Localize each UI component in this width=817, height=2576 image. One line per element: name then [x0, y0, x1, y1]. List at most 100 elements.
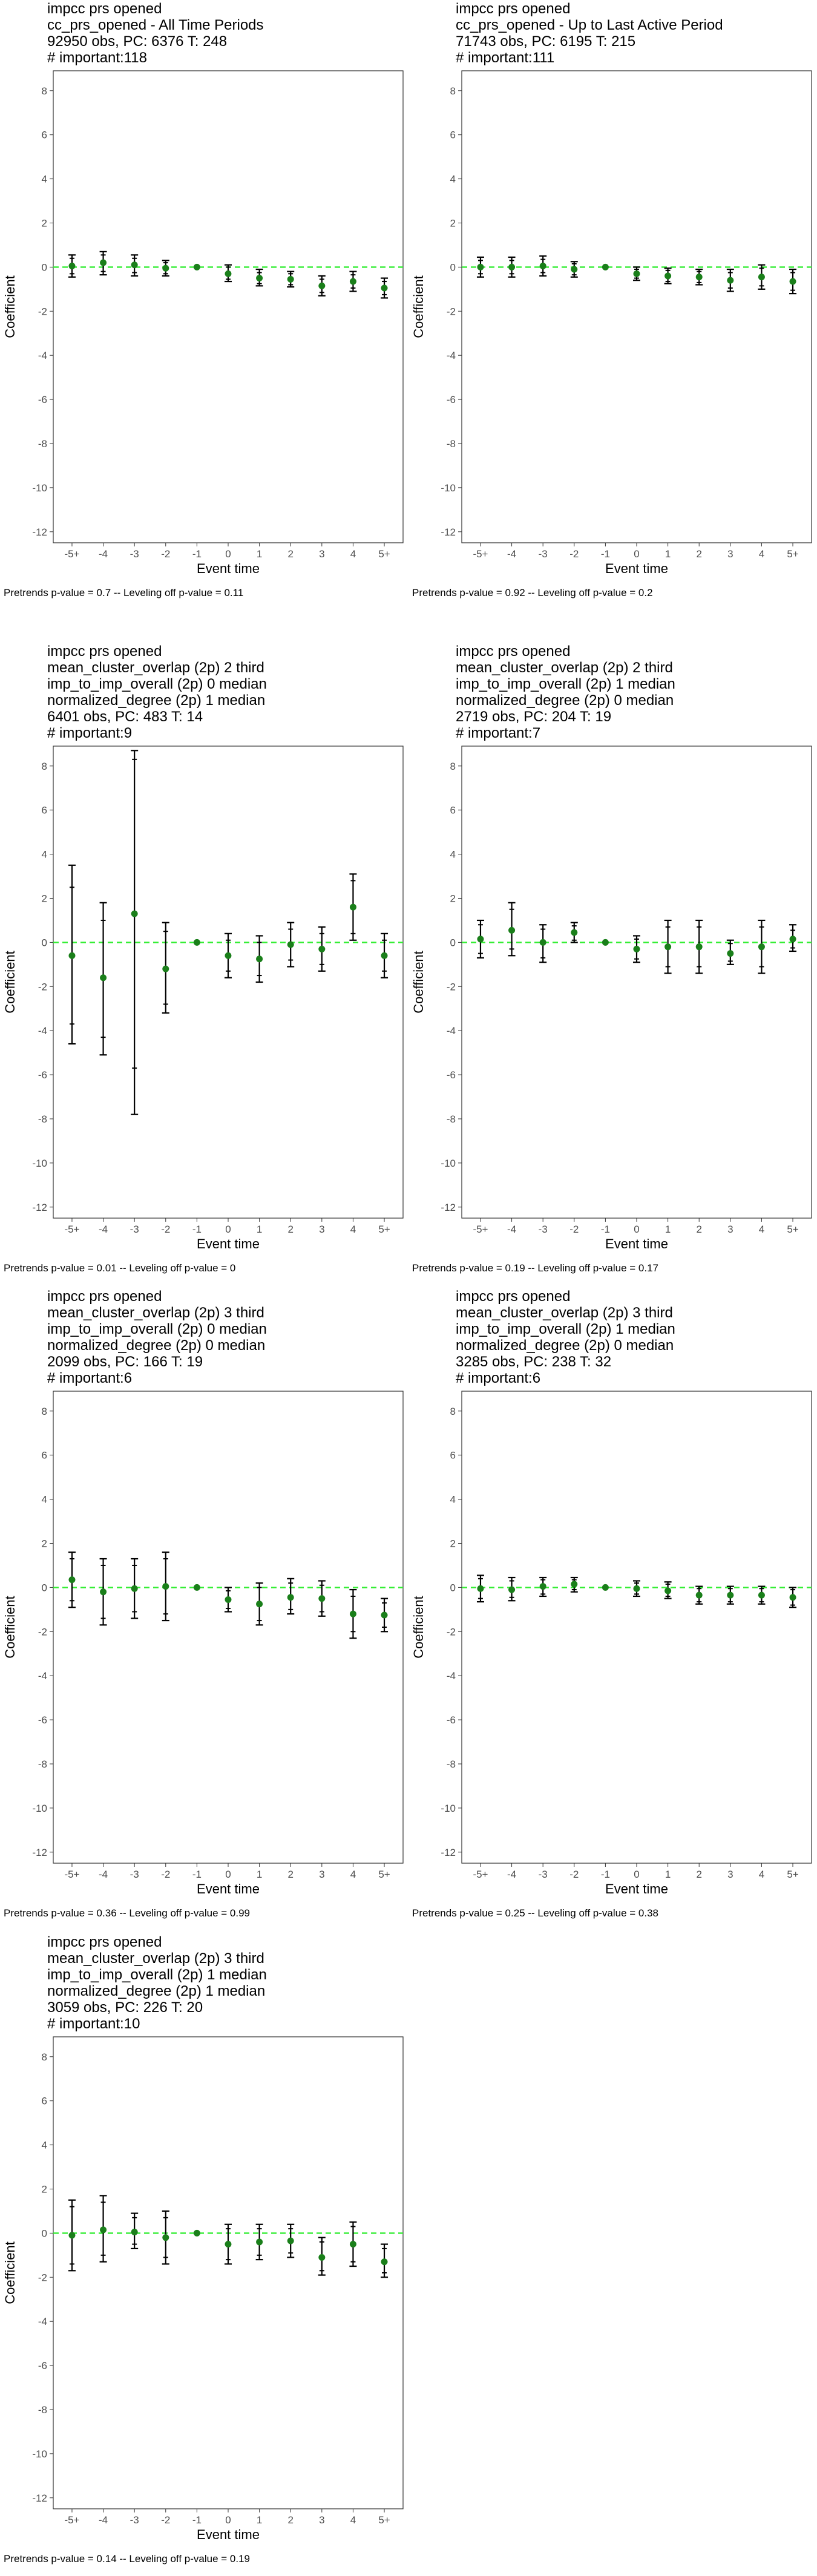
- data-point: [68, 263, 76, 270]
- y-tick-label: -12: [32, 2492, 47, 2504]
- chart-title-line: # important:118: [47, 50, 147, 66]
- data-point: [349, 903, 356, 911]
- data-point: [571, 266, 578, 273]
- data-point: [287, 941, 294, 948]
- y-tick-label: -8: [38, 1758, 47, 1770]
- data-point: [162, 965, 169, 972]
- y-tick-label: 4: [450, 849, 456, 860]
- chart-title-line: normalized_degree (2p) 0 median: [456, 1337, 674, 1354]
- y-tick-label: 6: [42, 2096, 47, 2107]
- chart-title-line: cc_prs_opened - Up to Last Active Period: [456, 17, 723, 33]
- chart-title-line: 3285 obs, PC: 238 T: 32: [456, 1354, 611, 1370]
- chart-title-line: 3059 obs, PC: 226 T: 20: [47, 1999, 203, 2016]
- x-tick-label: 0: [225, 1869, 231, 1880]
- x-tick-label: -2: [161, 2514, 170, 2526]
- chart-title-line: 71743 obs, PC: 6195 T: 215: [456, 33, 635, 50]
- y-tick-label: -8: [447, 438, 456, 450]
- x-tick-label: 3: [727, 548, 733, 560]
- data-point: [633, 945, 640, 952]
- x-tick-label: 3: [319, 2514, 324, 2526]
- x-tick-label: -4: [99, 1224, 108, 1235]
- x-tick-label: 3: [727, 1224, 733, 1235]
- y-tick-label: 2: [450, 1538, 456, 1549]
- data-point: [664, 943, 672, 951]
- data-point: [225, 1596, 232, 1603]
- x-tick-label: -4: [507, 548, 516, 560]
- y-tick-label: 4: [450, 174, 456, 185]
- x-tick-label: 2: [696, 548, 701, 560]
- y-tick-label: -4: [447, 350, 456, 361]
- chart-title-line: impcc prs opened: [47, 1, 162, 17]
- data-point: [789, 1594, 796, 1601]
- x-tick-label: -3: [130, 1869, 139, 1880]
- y-tick-label: -2: [38, 306, 47, 317]
- data-point: [100, 974, 107, 982]
- chart-title-line: # important:10: [47, 2016, 140, 2032]
- y-tick-label: -10: [32, 482, 47, 494]
- chart-title-line: mean_cluster_overlap (2p) 2 third: [456, 660, 673, 676]
- data-point: [131, 261, 138, 269]
- y-tick-label: -12: [32, 526, 47, 538]
- x-tick-label: -2: [161, 548, 170, 560]
- y-axis-label: Coefficient: [411, 275, 426, 338]
- x-tick-label: -4: [99, 1869, 108, 1880]
- x-tick-label: 2: [287, 1869, 293, 1880]
- x-tick-label: -4: [99, 2514, 108, 2526]
- chart-title-line: normalized_degree (2p) 0 median: [456, 692, 674, 709]
- x-tick-label: 2: [287, 1224, 293, 1235]
- chart-title-line: # important:6: [47, 1370, 132, 1386]
- y-tick-label: -2: [38, 2272, 47, 2283]
- data-point: [695, 274, 703, 281]
- x-tick-label: -5+: [473, 1869, 488, 1880]
- plot-panel-border: [461, 746, 812, 1219]
- x-tick-label: -4: [507, 1224, 516, 1235]
- y-tick-label: -6: [38, 1714, 47, 1726]
- y-tick-label: -12: [32, 1847, 47, 1858]
- chart-footer-pvalues: Pretrends p-value = 0.19 -- Leveling off…: [412, 1262, 658, 1274]
- data-point: [256, 2238, 263, 2246]
- y-tick-label: 2: [42, 893, 47, 904]
- y-tick-label: 4: [42, 2140, 47, 2151]
- y-tick-label: 0: [42, 1582, 47, 1593]
- data-point: [727, 950, 734, 957]
- data-point: [100, 2226, 107, 2234]
- x-tick-label: -4: [99, 548, 108, 560]
- x-tick-label: 5+: [378, 548, 390, 560]
- y-tick-label: -10: [32, 1803, 47, 1814]
- x-tick-label: 5+: [378, 1869, 390, 1880]
- y-tick-label: 2: [450, 893, 456, 904]
- x-tick-label: 1: [257, 1224, 262, 1235]
- y-tick-label: 8: [450, 85, 456, 97]
- y-tick-label: -2: [38, 981, 47, 992]
- plot-panel-border: [53, 2036, 404, 2509]
- x-tick-label: -3: [130, 1224, 139, 1235]
- data-point: [758, 1591, 765, 1599]
- x-axis-label: Event time: [197, 2527, 260, 2542]
- x-tick-label: 4: [759, 1869, 764, 1880]
- x-tick-label: 4: [350, 548, 356, 560]
- x-tick-label: -1: [192, 1224, 202, 1235]
- data-point: [318, 945, 326, 952]
- y-tick-label: -8: [38, 438, 47, 450]
- y-tick-label: 0: [42, 937, 47, 948]
- data-point: [664, 272, 672, 280]
- data-point: [100, 1588, 107, 1596]
- y-tick-label: -12: [441, 526, 456, 538]
- data-point: [318, 2253, 326, 2261]
- chart-title-line: cc_prs_opened - All Time Periods: [47, 17, 264, 33]
- data-point: [602, 263, 609, 270]
- x-tick-label: 1: [665, 548, 671, 560]
- chart-title-line: imp_to_imp_overall (2p) 1 median: [456, 676, 675, 692]
- y-tick-label: -4: [38, 350, 47, 361]
- data-point: [789, 278, 796, 285]
- chart-title-line: 2719 obs, PC: 204 T: 19: [456, 709, 611, 725]
- x-tick-label: -5+: [64, 548, 79, 560]
- y-tick-label: -10: [32, 2448, 47, 2460]
- chart-title-line: imp_to_imp_overall (2p) 0 median: [47, 1321, 267, 1337]
- x-tick-label: -1: [192, 1869, 202, 1880]
- x-tick-label: -2: [569, 1224, 579, 1235]
